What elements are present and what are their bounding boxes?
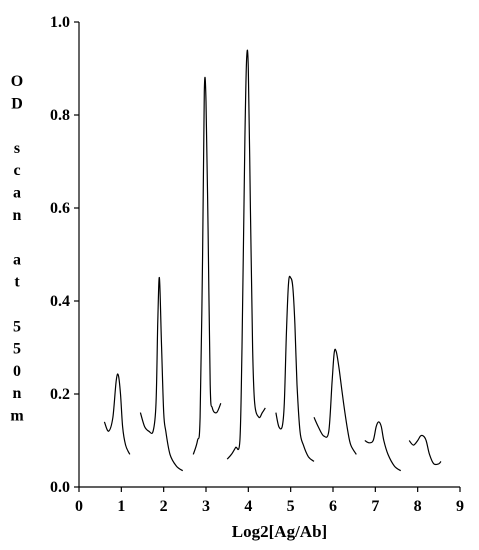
x-tick-label: 5 xyxy=(287,498,295,515)
peak-curve-6 xyxy=(313,348,357,455)
y-axis-title-char: m xyxy=(10,408,24,425)
x-tick-label: 3 xyxy=(202,498,210,515)
y-axis-title-char: t xyxy=(14,274,20,291)
y-axis-ticks: 0.0 0.2 0.4 0.6 0.8 1.0 xyxy=(50,14,79,496)
peak-curve-1 xyxy=(103,373,131,455)
y-tick-label: 0.2 xyxy=(50,386,70,403)
y-axis-title-char: 5 xyxy=(13,318,21,335)
x-axis-ticks: 0 1 2 3 4 5 6 7 8 9 xyxy=(75,487,464,515)
peak-curve-2 xyxy=(139,277,184,472)
peak-curve-5 xyxy=(275,275,315,462)
y-tick-label: 0.4 xyxy=(50,293,70,310)
y-axis-title-char: 0 xyxy=(13,363,21,380)
peak-curve-3 xyxy=(192,76,222,455)
series-group xyxy=(103,49,442,472)
x-tick-label: 2 xyxy=(160,498,168,515)
y-axis-title-char: c xyxy=(13,162,20,179)
x-tick-label: 7 xyxy=(371,498,379,515)
x-axis-title: Log2[Ag/Ab] xyxy=(232,522,327,541)
y-axis-title-char: a xyxy=(13,185,21,202)
x-tick-label: 6 xyxy=(329,498,337,515)
peak-curve-8 xyxy=(408,434,442,466)
y-axis-title-char: a xyxy=(13,251,21,268)
y-tick-label: 1.0 xyxy=(50,14,70,31)
y-tick-label: 0.6 xyxy=(50,200,70,217)
y-axis-title-char: D xyxy=(11,95,23,112)
x-tick-label: 1 xyxy=(117,498,125,515)
x-tick-label: 4 xyxy=(244,498,252,515)
y-axis-title-char: n xyxy=(13,385,22,402)
x-tick-label: 8 xyxy=(414,498,422,515)
peak-curve-4 xyxy=(226,49,266,460)
y-tick-label: 0.0 xyxy=(50,479,70,496)
y-axis-title-char: n xyxy=(13,207,22,224)
y-axis-title-char: 5 xyxy=(13,341,21,358)
peak-curve-7 xyxy=(364,421,402,472)
x-tick-label: 0 xyxy=(75,498,83,515)
y-axis-title-char: O xyxy=(11,73,23,90)
y-tick-label: 0.8 xyxy=(50,107,70,124)
x-tick-label: 9 xyxy=(456,498,464,515)
y-axis-title-char: s xyxy=(14,140,20,157)
